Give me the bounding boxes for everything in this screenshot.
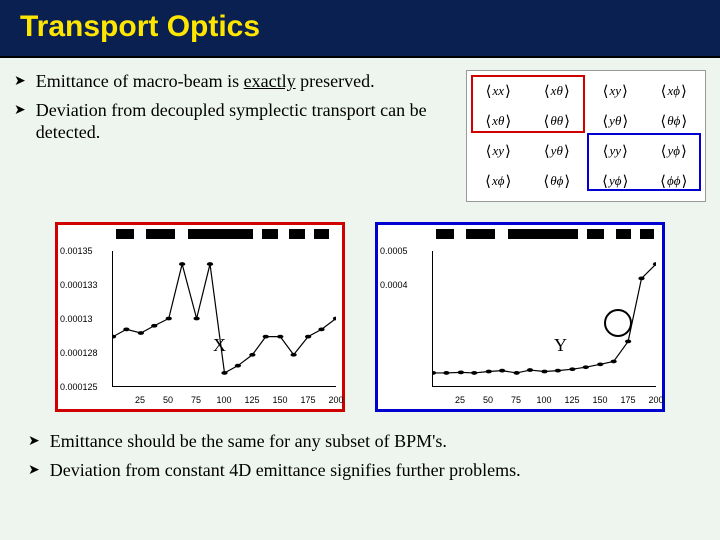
chevron-icon: ➤ — [14, 101, 26, 118]
matrix-cell: yϕ — [588, 167, 643, 195]
matrix-cell: θϕ — [647, 107, 702, 135]
xtick-label: 50 — [163, 395, 173, 405]
matrix-cell: yθ — [588, 107, 643, 135]
xtick-label: 125 — [244, 395, 259, 405]
chart-y: 0.0005 0.0004 25 50 75 100 125 150 175 200 Y — [375, 222, 665, 412]
bullet-text: Deviation from decoupled symplectic tran… — [36, 99, 454, 144]
matrix-cell: θϕ — [530, 167, 585, 195]
xtick-label: 175 — [300, 395, 315, 405]
bullets-upper: ➤ Emittance of macro-beam is exactly pre… — [14, 70, 466, 202]
xtick-label: 125 — [564, 395, 579, 405]
top-bars — [432, 229, 656, 245]
ytick-label: 0.0004 — [380, 280, 408, 290]
matrix-cell: xy — [471, 137, 526, 165]
xtick-label: 75 — [511, 395, 521, 405]
xtick-label: 100 — [536, 395, 551, 405]
xtick-label: 25 — [455, 395, 465, 405]
ytick-label: 0.00135 — [60, 246, 93, 256]
xtick-label: 150 — [272, 395, 287, 405]
bullet-item: ➤ Deviation from constant 4D emittance s… — [28, 459, 692, 482]
matrix-cell: xθ — [471, 107, 526, 135]
matrix-cell: yy — [588, 137, 643, 165]
chart-x: 0.00135 0.000133 0.00013 0.000128 0.000125 2… — [55, 222, 345, 412]
matrix-cell: xϕ — [647, 77, 702, 105]
matrix-cell: yϕ — [647, 137, 702, 165]
bullet-text: Deviation from constant 4D emittance sig… — [50, 459, 521, 482]
top-bars — [112, 229, 336, 245]
chevron-icon: ➤ — [14, 72, 26, 89]
chevron-icon: ➤ — [28, 432, 40, 449]
matrix-cell: yθ — [530, 137, 585, 165]
top-section: ➤ Emittance of macro-beam is exactly pre… — [0, 58, 720, 206]
bullet-text: Emittance should be the same for any sub… — [50, 430, 447, 453]
annotation-circle — [604, 309, 632, 337]
matrix-cell: xx — [471, 77, 526, 105]
matrix-cell: xy — [588, 77, 643, 105]
matrix-cell: ϕϕ — [647, 167, 702, 195]
chevron-icon: ➤ — [28, 461, 40, 478]
charts-row: 0.00135 0.000133 0.00013 0.000128 0.000125 2… — [0, 206, 720, 418]
xtick-label: 200 — [328, 395, 343, 405]
matrix-grid: xx xθ xy xϕ xθ θθ yθ θϕ xy yθ yy yϕ xϕ θ… — [471, 77, 701, 195]
chart-y-label: Y — [554, 335, 567, 356]
matrix-cell: xϕ — [471, 167, 526, 195]
ytick-label: 0.000133 — [60, 280, 98, 290]
xtick-label: 100 — [216, 395, 231, 405]
ytick-label: 0.00013 — [60, 314, 93, 324]
xtick-label: 200 — [648, 395, 663, 405]
ytick-label: 0.000128 — [60, 348, 98, 358]
xtick-label: 25 — [135, 395, 145, 405]
xtick-label: 175 — [620, 395, 635, 405]
bullet-item: ➤ Emittance of macro-beam is exactly pre… — [14, 70, 454, 93]
bullet-text: Emittance of macro-beam is exactly prese… — [36, 70, 375, 93]
matrix-cell: θθ — [530, 107, 585, 135]
chart-x-label: X — [213, 335, 226, 356]
ytick-label: 0.000125 — [60, 382, 98, 392]
covariance-matrix: xx xθ xy xϕ xθ θθ yθ θϕ xy yθ yy yϕ xϕ θ… — [466, 70, 706, 202]
bullet-item: ➤ Emittance should be the same for any s… — [28, 430, 692, 453]
plot-area-x — [112, 251, 336, 387]
xtick-label: 75 — [191, 395, 201, 405]
ytick-label: 0.0005 — [380, 246, 408, 256]
xtick-label: 50 — [483, 395, 493, 405]
bullet-item: ➤ Deviation from decoupled symplectic tr… — [14, 99, 454, 144]
page-title: Transport Optics — [0, 0, 720, 58]
matrix-cell: xθ — [530, 77, 585, 105]
xtick-label: 150 — [592, 395, 607, 405]
bullets-lower: ➤ Emittance should be the same for any s… — [0, 418, 720, 481]
